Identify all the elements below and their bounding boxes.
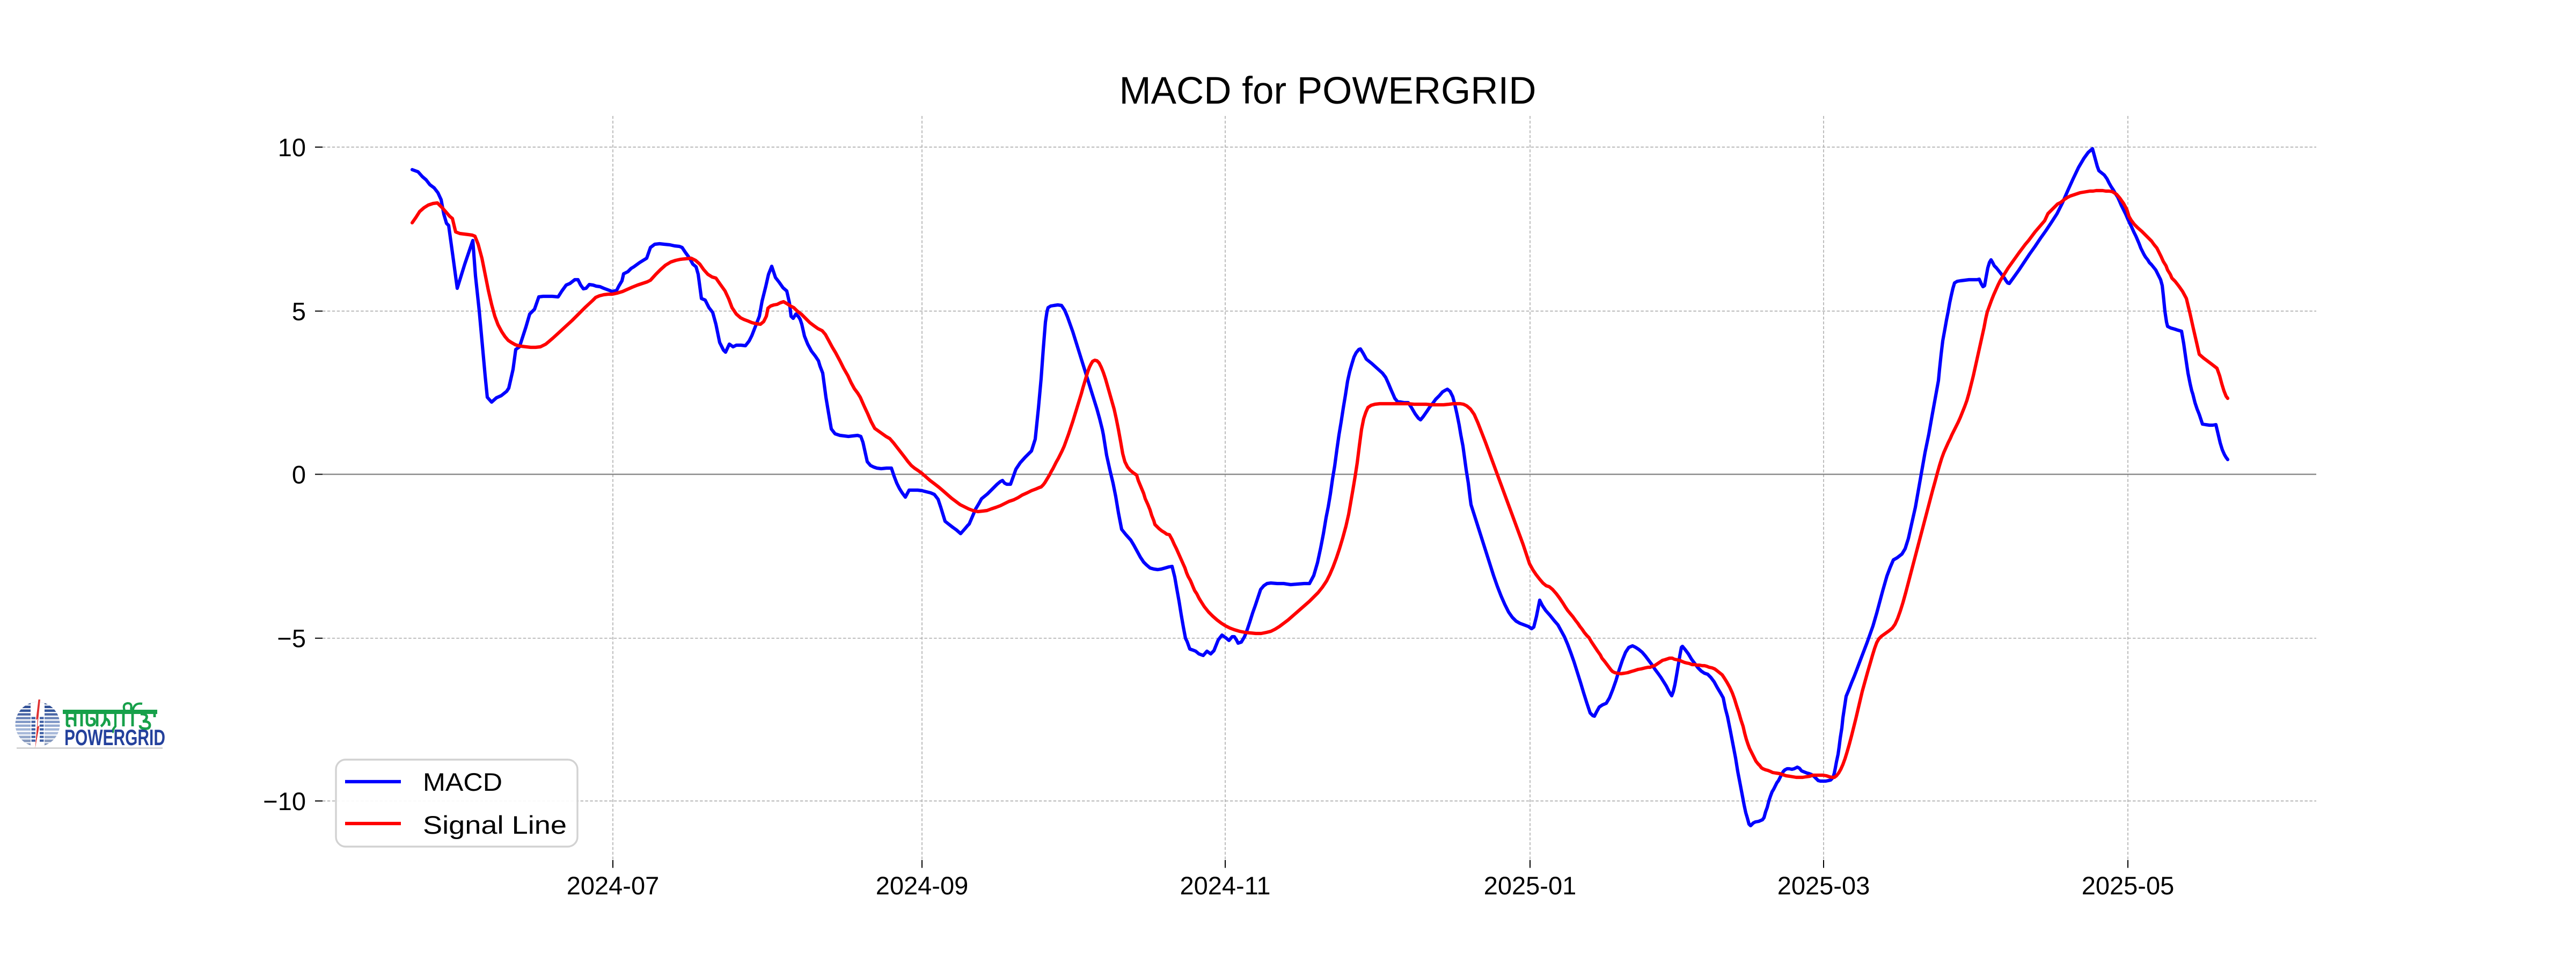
- svg-text:2025-03: 2025-03: [1777, 871, 1870, 900]
- svg-text:0: 0: [292, 460, 306, 489]
- svg-text:2024-11: 2024-11: [1180, 871, 1271, 900]
- svg-text:−10: −10: [263, 787, 306, 815]
- svg-text:−5: −5: [277, 624, 306, 653]
- svg-text:2025-01: 2025-01: [1484, 871, 1577, 900]
- svg-text:5: 5: [292, 297, 306, 325]
- svg-text:2024-09: 2024-09: [876, 871, 969, 900]
- svg-text:POWERGRID: POWERGRID: [64, 725, 165, 750]
- svg-text:MACD for POWERGRID: MACD for POWERGRID: [1119, 70, 1536, 112]
- svg-text:10: 10: [278, 133, 306, 162]
- svg-text:2024-07: 2024-07: [567, 871, 660, 900]
- svg-text:Signal Line: Signal Line: [423, 811, 567, 839]
- svg-text:2025-05: 2025-05: [2082, 871, 2175, 900]
- svg-text:MACD: MACD: [423, 768, 502, 796]
